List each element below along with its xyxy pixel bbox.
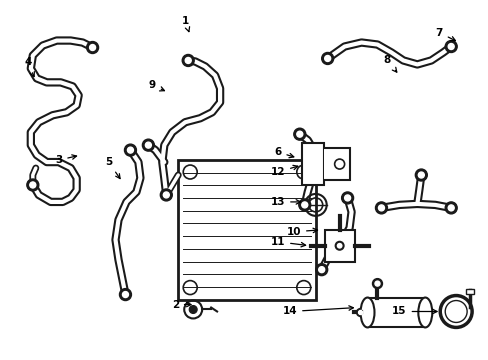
Circle shape [444,202,456,214]
Bar [301,143,323,185]
Bar [465,289,473,293]
Circle shape [324,55,330,62]
Circle shape [89,45,95,50]
Circle shape [185,58,191,63]
Circle shape [298,199,310,211]
Circle shape [127,147,133,153]
Text: 3: 3 [55,155,77,165]
Circle shape [301,202,307,208]
Text: 10: 10 [286,227,317,237]
Circle shape [160,189,172,201]
Circle shape [293,128,305,140]
Circle shape [372,279,382,289]
Text: 1: 1 [181,15,189,32]
Circle shape [414,169,427,181]
Circle shape [122,292,128,298]
Circle shape [374,281,379,286]
Circle shape [356,309,364,316]
Circle shape [444,41,456,53]
Text: 12: 12 [270,165,297,177]
Circle shape [315,264,327,276]
Text: 6: 6 [274,147,293,158]
Circle shape [447,205,453,211]
Circle shape [163,192,169,198]
Circle shape [344,195,350,201]
Text: 2: 2 [171,300,191,310]
Circle shape [30,182,36,188]
Text: 4: 4 [24,58,34,77]
Circle shape [358,310,362,315]
Circle shape [447,44,453,50]
Text: 7: 7 [435,28,454,41]
Circle shape [375,202,386,214]
Text: 14: 14 [282,306,353,316]
Text: 8: 8 [383,55,396,72]
Circle shape [378,205,384,211]
Circle shape [28,180,38,190]
Circle shape [30,183,35,188]
Circle shape [86,41,99,54]
Ellipse shape [360,298,374,328]
Bar [178,160,315,300]
Circle shape [124,144,136,156]
Circle shape [341,192,353,204]
Text: 5: 5 [105,157,120,179]
Circle shape [119,289,131,301]
Text: 15: 15 [391,306,436,316]
Text: 9: 9 [148,80,164,91]
Text: 11: 11 [270,237,305,247]
Bar [367,298,425,328]
Circle shape [189,306,197,314]
Circle shape [142,139,154,151]
Text: 13: 13 [270,197,300,207]
Circle shape [417,172,424,178]
Ellipse shape [417,298,431,328]
Bar [324,230,354,262]
Polygon shape [323,148,349,180]
Circle shape [182,54,194,67]
Circle shape [321,53,333,64]
Circle shape [145,142,151,148]
Circle shape [318,267,324,273]
Circle shape [296,131,302,137]
Circle shape [27,179,39,191]
